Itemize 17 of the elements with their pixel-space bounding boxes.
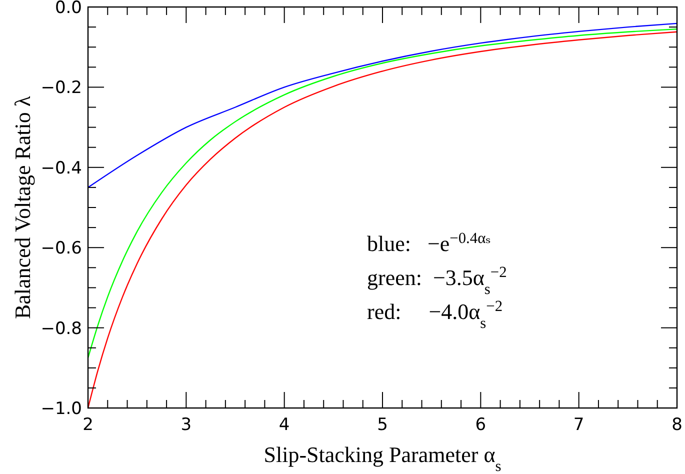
x-tick-label: 8: [672, 415, 682, 435]
x-tick-label: 7: [573, 415, 584, 435]
y-tick-label: −0.2: [40, 78, 82, 98]
y-tick-label: −0.8: [40, 318, 82, 339]
x-tick-label: 5: [377, 415, 388, 435]
annotation: blue: −e$^{−0.4αₛ}$: [367, 230, 491, 256]
x-tick-label: 2: [82, 415, 94, 435]
x-tick-label: 6: [475, 415, 486, 435]
y-axis-title: Balanced Voltage Ratio λ: [10, 96, 35, 320]
y-tick-label: −1.0: [40, 399, 82, 419]
x-tick-label: 3: [180, 415, 192, 435]
y-tick-label: −0.4: [40, 158, 82, 178]
y-tick-label: −0.6: [40, 238, 82, 259]
x-axis-title: Slip-Stacking Parameter α$_{s}$: [264, 442, 502, 474]
line-series: [87, 22, 678, 188]
x-tick-label: 4: [278, 415, 290, 435]
y-tick-label: 0.0: [54, 0, 82, 18]
